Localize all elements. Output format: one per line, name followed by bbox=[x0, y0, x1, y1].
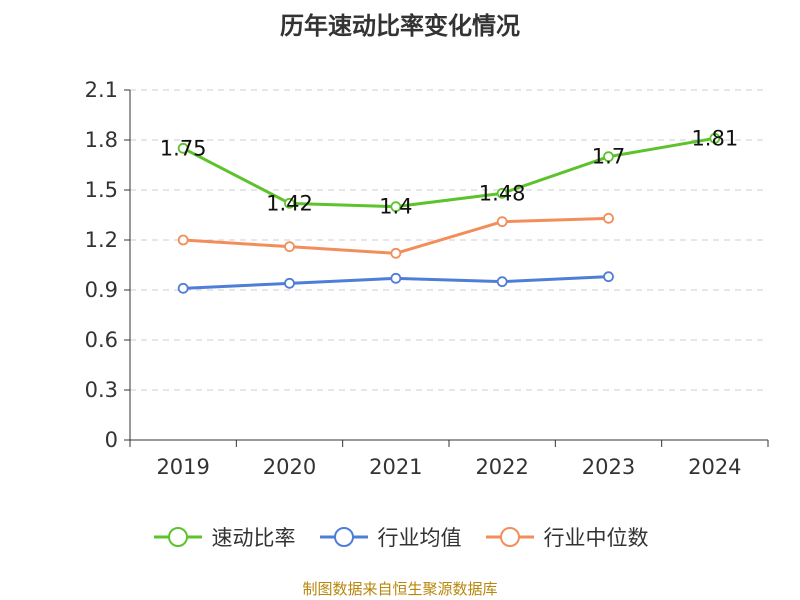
legend-item[interactable]: 行业中位数 bbox=[484, 522, 649, 552]
data-point bbox=[390, 247, 402, 259]
y-tick-label: 0 bbox=[105, 428, 118, 452]
data-point bbox=[603, 271, 614, 283]
legend-label: 行业中位数 bbox=[543, 526, 649, 550]
legend-swatch-marker bbox=[499, 527, 520, 547]
data-point bbox=[390, 272, 402, 284]
gridlines bbox=[130, 89, 768, 391]
legend-item[interactable]: 速动比率 bbox=[152, 522, 296, 552]
line-chart: 0 0.3 0.6 0.9 1.2 1.5 1.8 2.1 2019 2020 2021 2022 20… bbox=[85, 78, 769, 479]
legend-label: 速动比率 bbox=[211, 526, 296, 550]
data-label: 1.75 bbox=[160, 136, 207, 160]
data-point bbox=[496, 187, 508, 199]
axes: 0 0.3 0.6 0.9 1.2 1.5 1.8 2.1 2019 2020 2021 2022 20… bbox=[85, 78, 769, 479]
y-tick-label: 0.9 bbox=[85, 278, 118, 302]
data-point bbox=[284, 197, 295, 209]
chart-title: 历年速动比率变化情况 bbox=[280, 12, 520, 40]
series-lines bbox=[177, 132, 721, 294]
legend-swatch bbox=[485, 527, 534, 547]
legend-swatch bbox=[153, 527, 202, 547]
x-tick-label: 2019 bbox=[156, 455, 209, 479]
data-point bbox=[177, 234, 189, 246]
y-tick-label: 0.6 bbox=[85, 328, 118, 352]
data-label: 1.81 bbox=[691, 126, 738, 150]
data-label: 1.42 bbox=[266, 191, 313, 215]
y-tick-label: 0.3 bbox=[85, 378, 118, 402]
data-label: 1.7 bbox=[592, 145, 625, 169]
legend-label: 行业均值 bbox=[377, 526, 462, 550]
y-tick-label: 2.1 bbox=[85, 78, 118, 102]
legend: 速动比率 行业均值 行业中位数 bbox=[0, 520, 800, 554]
y-tick-label: 1.8 bbox=[85, 128, 118, 152]
data-point bbox=[177, 142, 189, 154]
legend-swatch bbox=[319, 527, 368, 547]
x-tick-label: 2021 bbox=[369, 455, 422, 479]
data-point bbox=[284, 241, 295, 253]
data-point bbox=[284, 277, 295, 289]
y-tick-label: 1.2 bbox=[85, 228, 118, 252]
legend-swatch-marker bbox=[167, 527, 188, 547]
legend-item[interactable]: 行业均值 bbox=[318, 522, 462, 552]
data-label: 1.4 bbox=[379, 195, 412, 219]
data-point bbox=[177, 282, 189, 294]
data-point bbox=[496, 216, 508, 228]
data-point bbox=[496, 276, 508, 288]
data-point bbox=[603, 151, 614, 163]
source-caption: 制图数据来自恒生聚源数据库 bbox=[302, 580, 498, 598]
data-point bbox=[603, 212, 614, 224]
x-tick-label: 2023 bbox=[582, 455, 635, 479]
data-label: 1.48 bbox=[479, 181, 526, 205]
x-tick-label: 2024 bbox=[688, 455, 741, 479]
x-tick-label: 2020 bbox=[263, 455, 316, 479]
legend-swatch-marker bbox=[333, 527, 354, 547]
data-point bbox=[390, 201, 402, 213]
y-tick-label: 1.5 bbox=[85, 178, 118, 202]
data-point bbox=[709, 132, 721, 144]
series-line bbox=[182, 136, 716, 209]
data-labels: 1.75 1.42 1.4 1.48 1.7 1.81 bbox=[160, 126, 738, 218]
x-tick-label: 2022 bbox=[475, 455, 528, 479]
